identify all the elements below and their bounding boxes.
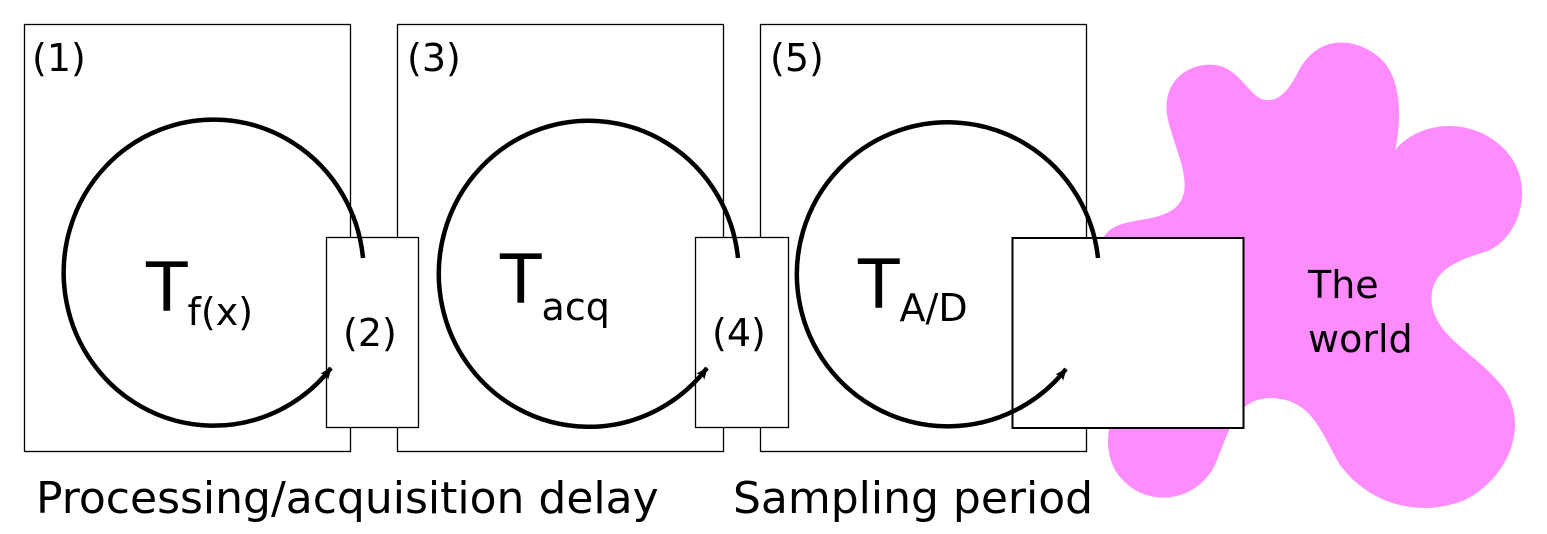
connector-4-label: (4)	[712, 311, 766, 355]
caption-sampling: Sampling period	[733, 473, 1093, 524]
stage-1-label: (1)	[32, 36, 86, 80]
time-main-t: T	[499, 241, 542, 320]
time-label-sampling: TA/D	[857, 246, 968, 330]
connector-box-4	[694, 236, 790, 429]
stage-3-label: (3)	[407, 36, 461, 80]
time-subscript-acq: acq	[542, 285, 610, 329]
time-main-t: T	[857, 246, 900, 325]
time-main-t: T	[145, 249, 188, 328]
time-label-processing: Tf(x)	[145, 249, 253, 334]
loop-arrow-5	[794, 120, 1101, 429]
stage-5-label: (5)	[770, 36, 824, 80]
world-label-line1: The	[1307, 263, 1379, 307]
world-label-line2: world	[1308, 317, 1413, 361]
caption-delay: Processing/acquisition delay	[36, 473, 659, 524]
loop-arrow-1	[61, 117, 366, 428]
world-interface-box	[1011, 237, 1245, 429]
connector-box-2	[325, 236, 420, 429]
loop-arrow-3	[436, 118, 741, 429]
connector-2-label: (2)	[343, 311, 397, 355]
time-subscript-fx: f(x)	[188, 290, 254, 334]
stage-box-1	[23, 23, 352, 453]
time-subscript-ad: A/D	[900, 286, 968, 330]
stage-box-3	[396, 23, 725, 453]
time-label-acquisition: Tacq	[499, 241, 610, 329]
